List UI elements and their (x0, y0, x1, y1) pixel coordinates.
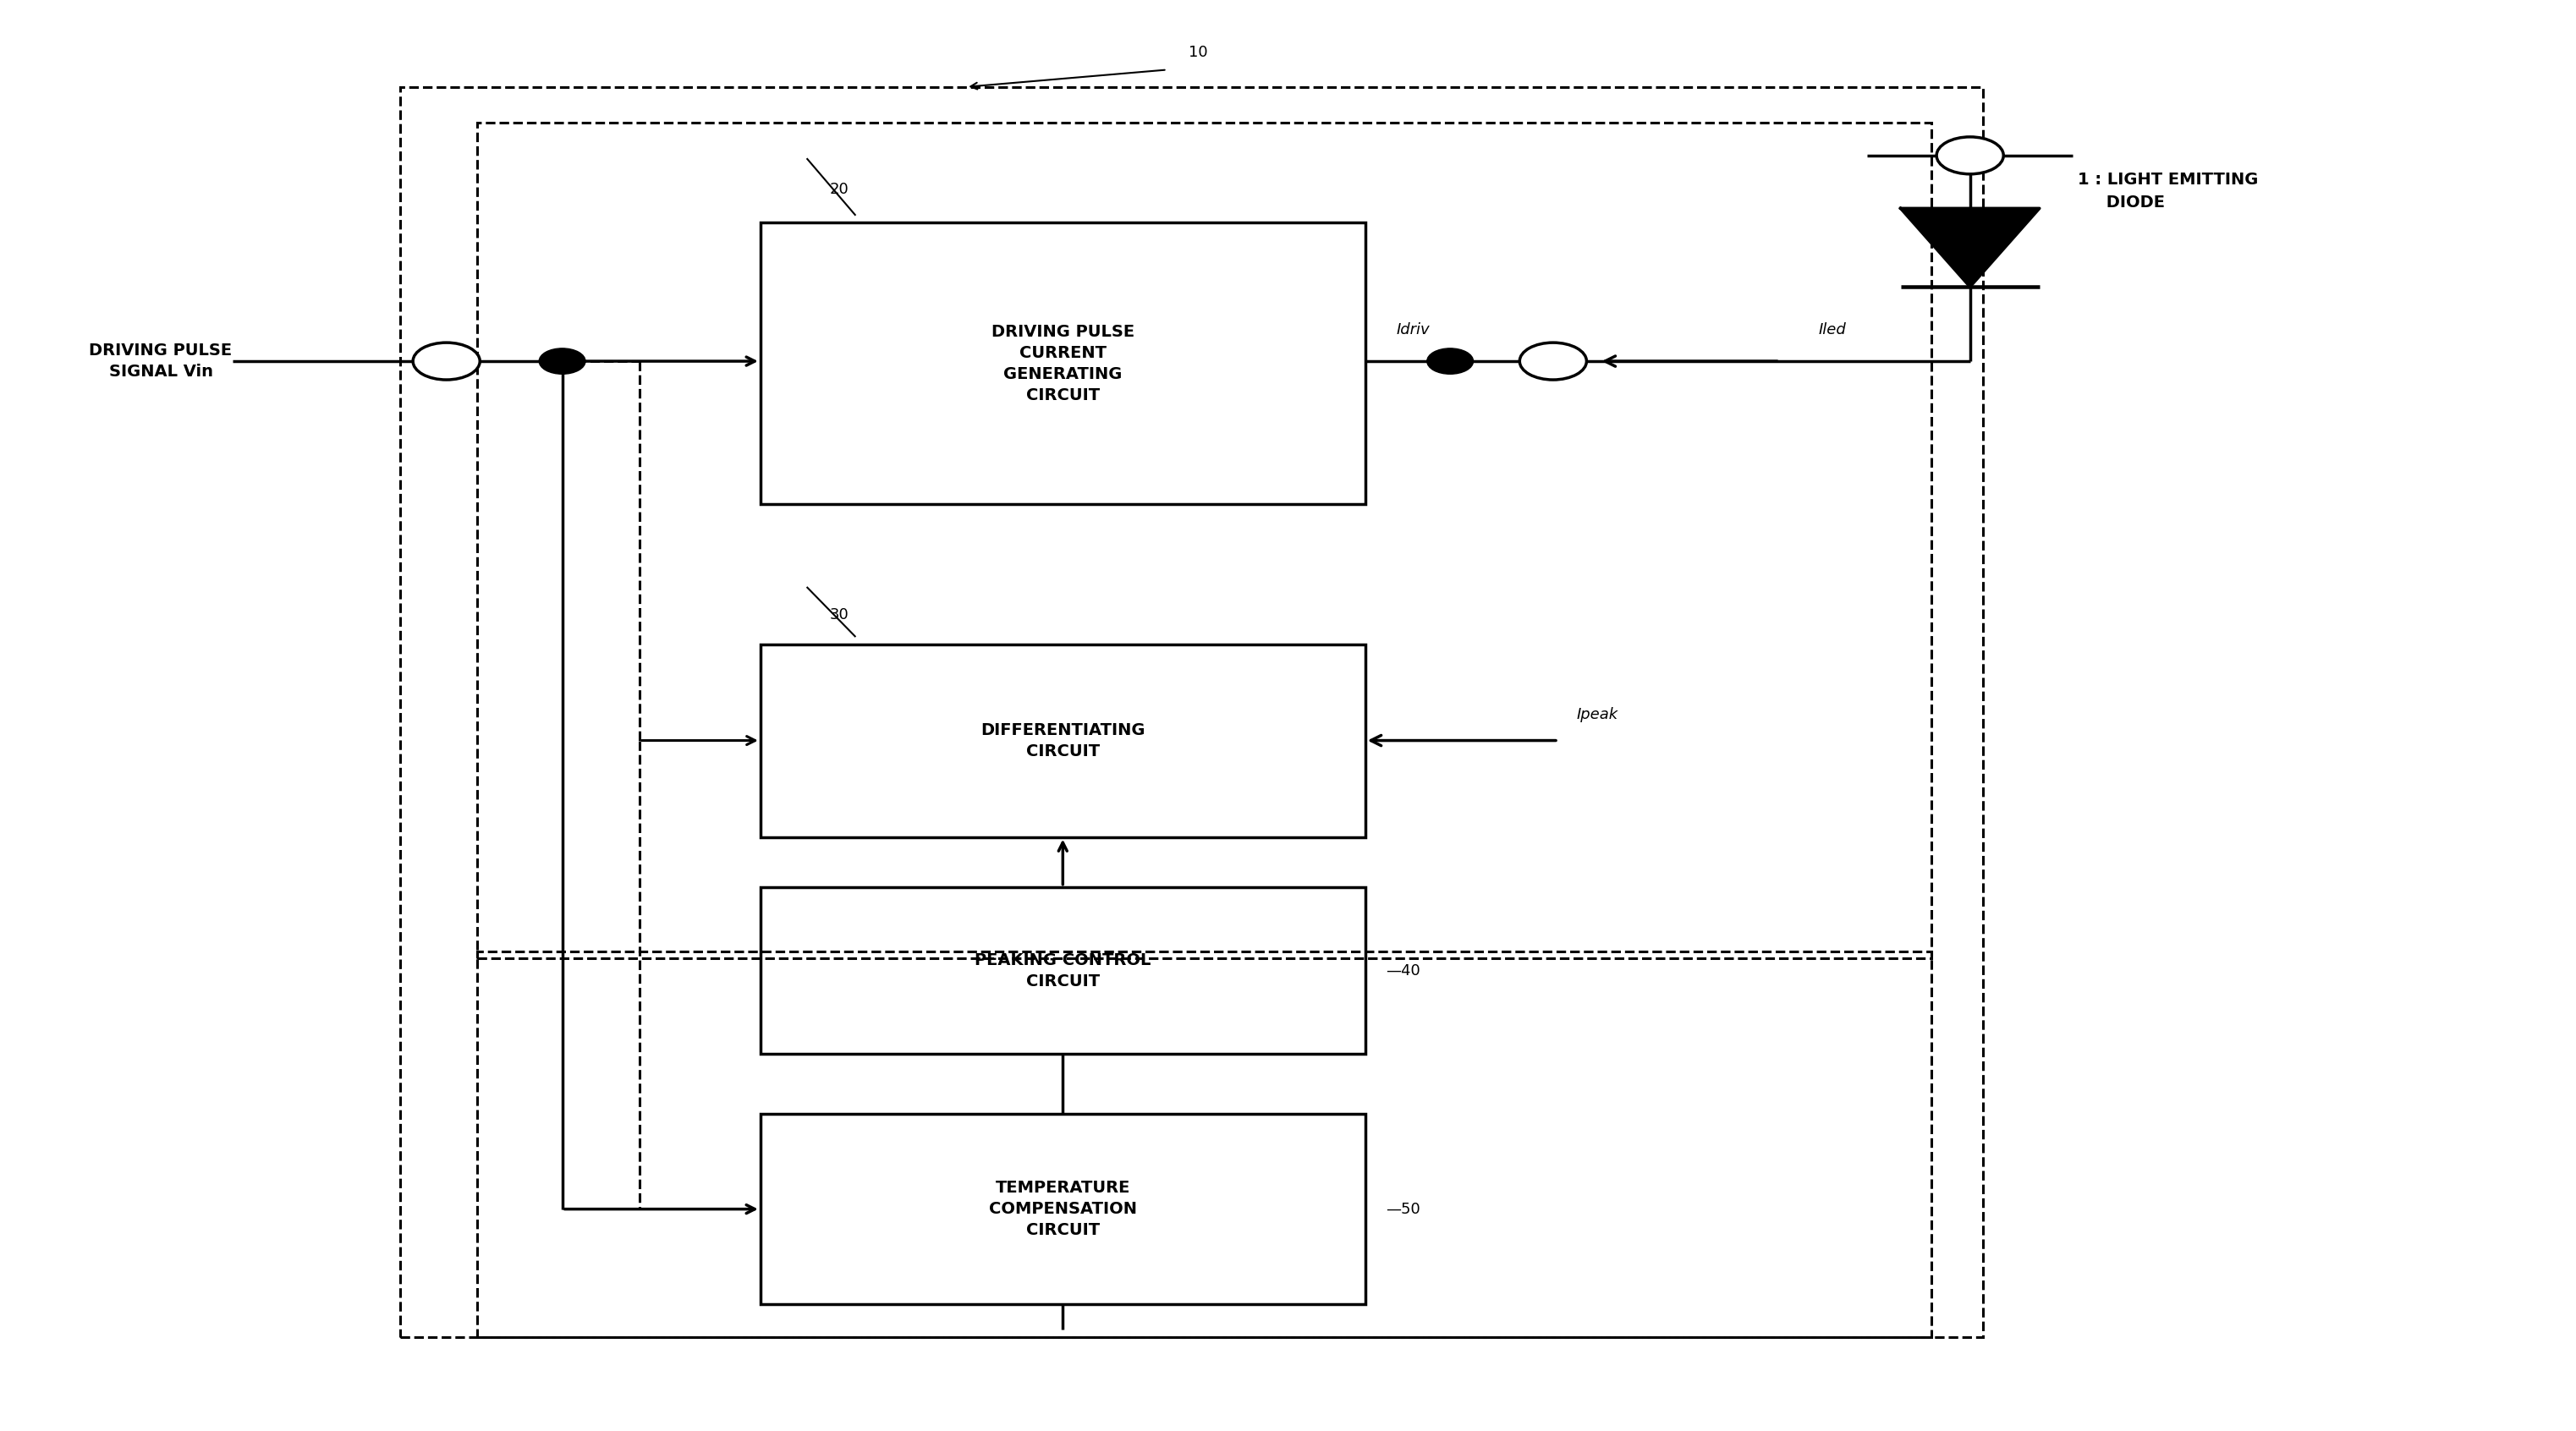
Text: 30: 30 (829, 607, 850, 622)
Text: TEMPERATURE
COMPENSATION
CIRCUIT: TEMPERATURE COMPENSATION CIRCUIT (989, 1181, 1136, 1238)
Text: —50: —50 (1386, 1202, 1419, 1216)
Text: DIFFERENTIATING
CIRCUIT: DIFFERENTIATING CIRCUIT (981, 721, 1146, 758)
Text: Iled: Iled (1819, 322, 1847, 338)
Text: 1 : LIGHT EMITTING
     DIODE: 1 : LIGHT EMITTING DIODE (2079, 172, 2259, 210)
Text: —40: —40 (1386, 963, 1419, 979)
Circle shape (1520, 342, 1587, 379)
Text: Ipeak: Ipeak (1577, 707, 1618, 723)
Text: 20: 20 (829, 182, 850, 197)
Bar (477, 123, 1932, 959)
Circle shape (412, 342, 479, 379)
Bar (760, 1115, 1365, 1304)
Bar (760, 887, 1365, 1055)
Text: DRIVING PULSE
SIGNAL Vin: DRIVING PULSE SIGNAL Vin (90, 342, 232, 379)
Bar (760, 223, 1365, 504)
Polygon shape (1901, 209, 2040, 286)
Circle shape (1427, 348, 1473, 373)
Text: Idriv: Idriv (1396, 322, 1430, 338)
Bar (477, 952, 1932, 1337)
Text: PEAKING CONTROL
CIRCUIT: PEAKING CONTROL CIRCUIT (974, 952, 1151, 989)
Text: DRIVING PULSE
CURRENT
GENERATING
CIRCUIT: DRIVING PULSE CURRENT GENERATING CIRCUIT (992, 323, 1133, 404)
Circle shape (1937, 137, 2004, 175)
Text: 10: 10 (1188, 44, 1208, 60)
Circle shape (538, 348, 585, 373)
Bar (399, 87, 1984, 1337)
Bar (760, 644, 1365, 837)
